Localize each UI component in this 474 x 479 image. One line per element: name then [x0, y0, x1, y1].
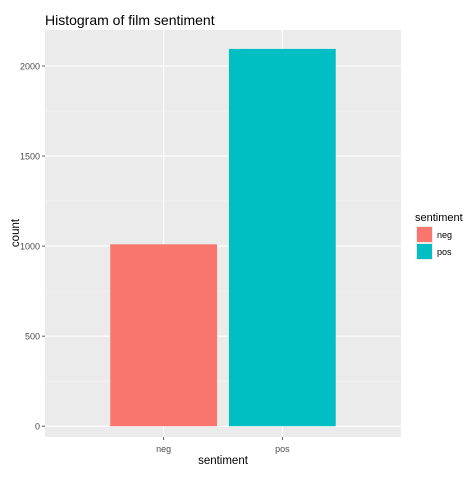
x-tick-label: pos	[275, 444, 290, 454]
y-tick-label: 1500	[20, 152, 40, 162]
y-tick-label: 2000	[20, 62, 40, 72]
legend-label-neg: neg	[437, 230, 452, 240]
y-axis: 0 500 1000 1500 2000	[20, 62, 45, 432]
bar-pos	[228, 48, 336, 427]
bars-group	[110, 48, 336, 427]
legend-items: neg pos	[416, 226, 452, 260]
legend: sentiment neg pos	[415, 212, 463, 260]
legend-swatch-pos	[417, 244, 432, 259]
plot-panel	[45, 30, 401, 437]
legend-swatch-neg	[417, 227, 432, 242]
x-axis: neg pos	[156, 437, 290, 454]
x-axis-title: sentiment	[198, 455, 249, 467]
legend-label-pos: pos	[437, 247, 452, 257]
minor-gridlines	[45, 110, 401, 382]
y-axis-title: count	[10, 218, 22, 247]
y-tick-label: 1000	[20, 242, 40, 252]
x-tick-label: neg	[156, 444, 171, 454]
y-tick-label: 0	[35, 422, 40, 432]
legend-title: sentiment	[415, 212, 463, 224]
y-tick-label: 500	[25, 332, 40, 342]
chart-title: Histogram of film sentiment	[45, 12, 215, 28]
bar-neg	[110, 244, 218, 427]
